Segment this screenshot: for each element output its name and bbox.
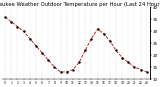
Title: Milwaukee Weather Outdoor Temperature per Hour (Last 24 Hours): Milwaukee Weather Outdoor Temperature pe… <box>0 2 160 7</box>
